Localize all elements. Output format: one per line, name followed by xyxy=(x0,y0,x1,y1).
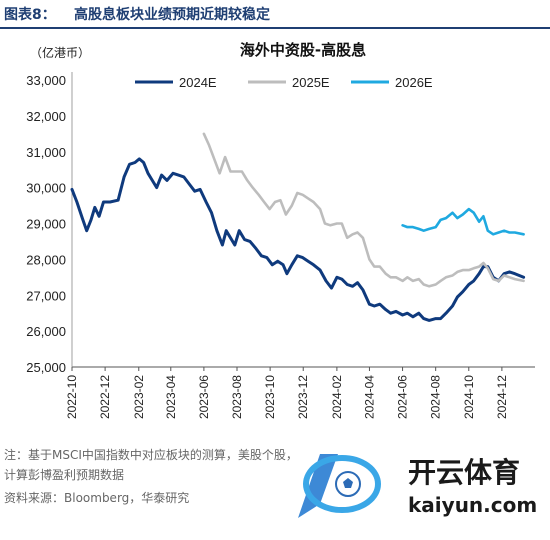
y-tick-label: 28,000 xyxy=(26,252,66,267)
y-tick-label: 26,000 xyxy=(26,324,66,339)
x-tick-label: 2024-02 xyxy=(330,375,344,419)
x-tick-label: 2023-12 xyxy=(296,375,310,419)
logo-k-stroke-icon xyxy=(298,454,338,518)
x-tick-label: 2024-12 xyxy=(495,375,509,419)
header-rule xyxy=(0,27,550,29)
watermark-url: kaiyun.com xyxy=(408,493,537,517)
legend-label-2025E: 2025E xyxy=(292,75,330,90)
note-text-1b: 美股 xyxy=(237,448,262,462)
x-tick-label: 2023-04 xyxy=(164,375,178,419)
note-line-1: 注：基于MSCI中国指数中对应板块的测算，美股个股， xyxy=(4,446,549,464)
figure-header: 图表8： 高股息板块业绩预期近期较稳定 xyxy=(0,0,550,30)
source-line: 资料来源：Bloomberg，华泰研究 xyxy=(4,491,190,505)
line-chart: 海外中资股-高股息 （亿港币） 25,000 26,000 27,000 28,000 29… xyxy=(26,41,535,419)
y-tick-label: 32,000 xyxy=(26,109,66,124)
y-tick-label: 25,000 xyxy=(26,360,66,375)
note-text-1c: 个股， xyxy=(261,448,298,462)
x-tick-label: 2023-06 xyxy=(197,375,211,419)
watermark-logo: 开云体育 kaiyun.com xyxy=(298,454,537,518)
x-tick-label: 2024-10 xyxy=(462,375,476,419)
x-tick-label: 2023-10 xyxy=(263,375,277,419)
y-tick-label: 30,000 xyxy=(26,181,66,196)
figure-number: 图表8： xyxy=(4,7,56,23)
chart-title: 海外中资股-高股息 xyxy=(240,41,366,59)
y-tick-label: 33,000 xyxy=(26,73,66,88)
x-tick-label: 2024-08 xyxy=(429,375,443,419)
watermark-brand: 开云体育 xyxy=(408,456,520,489)
note-line-2: 计算彭博盈利预期数据 xyxy=(4,468,125,482)
series-line-2024E xyxy=(70,157,526,322)
y-tick-label: 29,000 xyxy=(26,217,66,232)
x-tick-label: 2024-06 xyxy=(396,375,410,419)
y-axis-unit: （亿港币） xyxy=(30,45,90,60)
x-tick-label: 2023-08 xyxy=(230,375,244,419)
x-tick-label: 2022-12 xyxy=(98,375,112,419)
legend-label-2024E: 2024E xyxy=(179,75,217,90)
series-line-2026E xyxy=(401,207,525,236)
note-text-1: 注：基于MSCI中国指数中对应板块的测算， xyxy=(4,448,238,462)
y-tick-label: 31,000 xyxy=(26,145,66,160)
x-tick-label: 2023-02 xyxy=(132,375,146,419)
legend-label-2026E: 2026E xyxy=(395,75,433,90)
x-tick-label: 2024-04 xyxy=(362,375,376,419)
figure-title: 高股息板块业绩预期近期较稳定 xyxy=(74,7,270,23)
soccer-ball-patch-icon xyxy=(343,478,353,488)
x-tick-label: 2022-10 xyxy=(65,375,79,419)
series-line-2025E xyxy=(202,132,525,288)
y-tick-label: 27,000 xyxy=(26,288,66,303)
logo-ring-icon xyxy=(303,455,381,513)
